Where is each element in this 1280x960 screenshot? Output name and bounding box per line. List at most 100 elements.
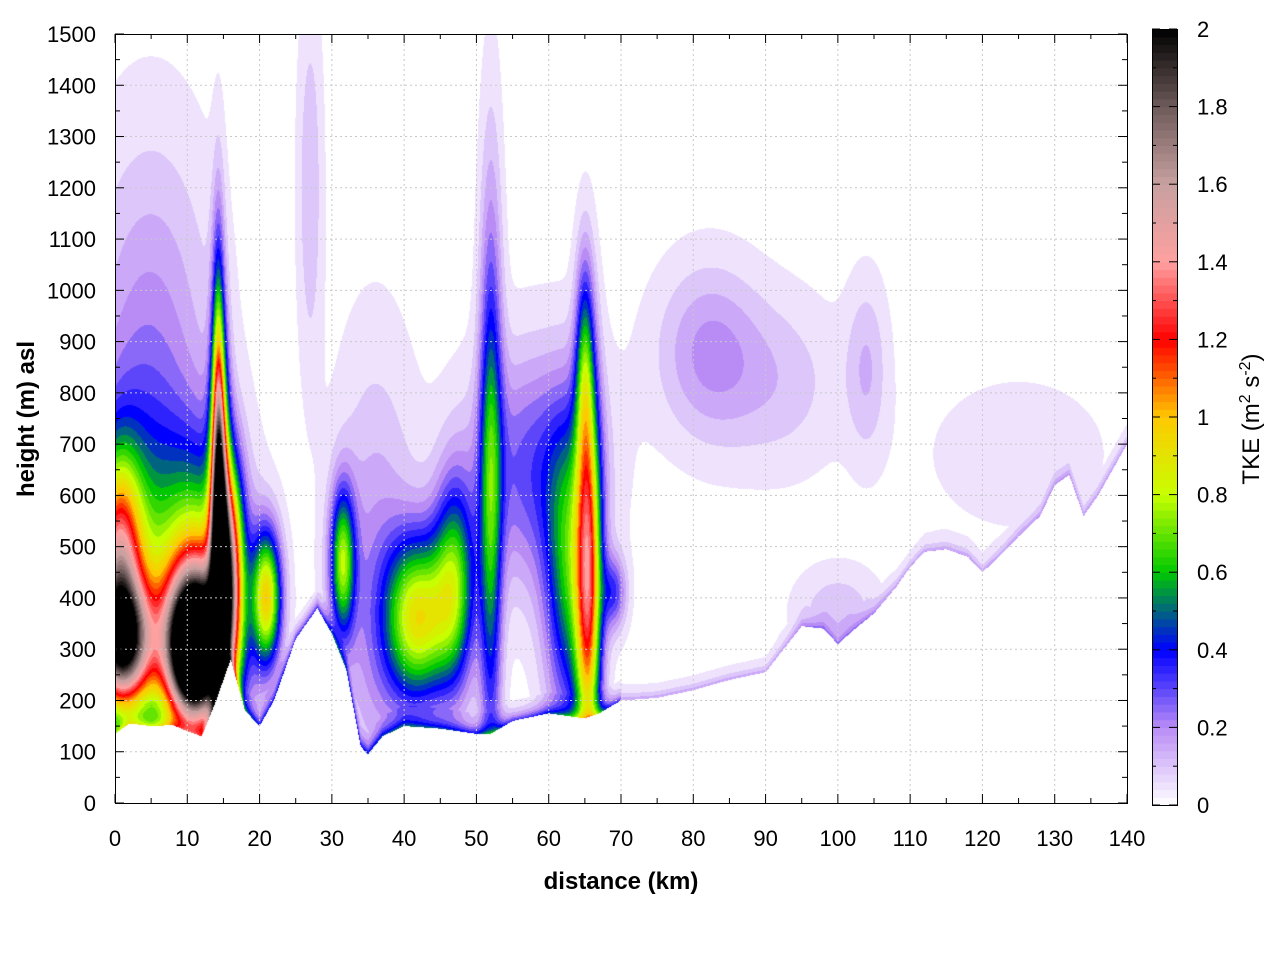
colorbar-band — [1152, 688, 1177, 697]
y-tick-label: 700 — [59, 432, 96, 457]
y-tick-label: 1000 — [47, 278, 96, 303]
colorbar-band — [1152, 471, 1177, 480]
colorbar-band — [1152, 354, 1177, 364]
colorbar-band — [1152, 184, 1177, 193]
colorbar-band — [1152, 191, 1177, 201]
colorbar-band — [1152, 742, 1177, 752]
colorbar-tick-label: 1.8 — [1197, 95, 1228, 120]
colorbar-band — [1152, 137, 1177, 146]
x-tick-label: 110 — [893, 826, 928, 851]
colorbar-band — [1152, 510, 1177, 519]
y-tick-label: 1300 — [47, 125, 96, 150]
colorbar-tick-label: 0.2 — [1197, 715, 1228, 740]
y-tick-label: 600 — [59, 483, 96, 508]
y-tick-label: 400 — [59, 586, 96, 611]
colorbar-band — [1152, 153, 1177, 162]
y-tick-label: 1500 — [47, 22, 96, 47]
colorbar-band — [1152, 642, 1177, 651]
colorbar-band — [1152, 750, 1177, 760]
colorbar-band — [1152, 347, 1177, 356]
x-tick-label: 20 — [247, 826, 271, 851]
colorbar-band — [1152, 455, 1177, 465]
colorbar-band — [1152, 362, 1177, 372]
colorbar-band — [1152, 323, 1177, 333]
colorbar-tick-labels: 0 0.2 0.4 0.6 0.8 1 1.2 1.4 1.6 1.8 2 — [1197, 17, 1228, 818]
colorbar-band — [1152, 773, 1177, 783]
colorbar-band — [1152, 385, 1177, 395]
colorbar-band — [1152, 556, 1177, 566]
colorbar-band — [1152, 401, 1177, 410]
colorbar-band — [1152, 704, 1177, 713]
colorbar-band — [1152, 603, 1177, 612]
x-axis-title: distance (km) — [544, 868, 699, 895]
colorbar-band — [1152, 797, 1177, 806]
colorbar-band — [1152, 316, 1177, 325]
colorbar-tick-label: 1.2 — [1197, 327, 1228, 352]
colorbar-band — [1152, 269, 1177, 278]
x-tick-label: 40 — [392, 826, 416, 851]
colorbar-band — [1152, 781, 1177, 791]
colorbar-band — [1152, 277, 1177, 286]
colorbar-band — [1152, 789, 1177, 798]
x-tick-label: 70 — [609, 826, 633, 851]
colorbar-band — [1152, 223, 1177, 232]
colorbar-band — [1152, 176, 1177, 185]
colorbar-tick-label: 0.8 — [1197, 483, 1228, 508]
colorbar-band — [1152, 665, 1177, 674]
colorbar-band — [1152, 168, 1177, 178]
colorbar-band — [1152, 541, 1177, 550]
colorbar-band — [1152, 409, 1177, 418]
colorbar-band — [1152, 696, 1177, 705]
colorbar-band — [1152, 145, 1177, 154]
y-tick-label: 1200 — [47, 176, 96, 201]
colorbar-band — [1152, 727, 1177, 736]
y-tick-label: 500 — [59, 535, 96, 560]
colorbar-band — [1152, 106, 1177, 115]
colorbar-band — [1152, 60, 1177, 69]
colorbar-band — [1152, 199, 1177, 209]
grid-lines — [115, 34, 1127, 803]
colorbar-band — [1152, 91, 1177, 100]
colorbar-band — [1152, 246, 1177, 255]
colorbar-band — [1152, 129, 1177, 139]
y-axis-title: height (m) asl — [13, 341, 40, 497]
colorbar-band — [1152, 618, 1177, 628]
y-tick-label: 1400 — [47, 73, 96, 98]
colorbar-band — [1152, 207, 1177, 216]
colorbar-band — [1152, 657, 1177, 666]
y-tick-labels: 0 100 200 300 400 500 600 700 800 900 1000 1100 1200… — [47, 22, 96, 816]
x-tick-label: 120 — [964, 826, 1001, 851]
y-tick-label: 100 — [59, 740, 96, 765]
colorbar-band — [1152, 432, 1177, 441]
colorbar-band — [1152, 673, 1177, 682]
colorbar-band — [1152, 548, 1177, 558]
colorbar-band — [1152, 261, 1177, 271]
y-tick-label: 200 — [59, 688, 96, 713]
x-tick-label: 100 — [819, 826, 856, 851]
y-tick-label: 300 — [59, 637, 96, 662]
colorbar-band — [1152, 517, 1177, 527]
x-tick-label: 140 — [1109, 826, 1146, 851]
colorbar-tick-label: 0.4 — [1197, 638, 1228, 663]
colorbar-band — [1152, 98, 1177, 108]
colorbar-band — [1152, 67, 1177, 77]
colorbar-band — [1152, 680, 1177, 690]
colorbar-band — [1152, 300, 1177, 309]
colorbar-band — [1152, 52, 1177, 61]
colorbar-band — [1152, 308, 1177, 317]
colorbar-band — [1152, 44, 1177, 53]
colorbar-tick-label: 2 — [1197, 17, 1209, 42]
colorbar-band — [1152, 75, 1177, 84]
colorbar-tick-label: 0.6 — [1197, 560, 1228, 585]
x-tick-label: 0 — [109, 826, 121, 851]
x-tick-label: 10 — [175, 826, 199, 851]
colorbar-band — [1152, 393, 1177, 403]
colorbar-band — [1152, 626, 1177, 635]
colorbar-band — [1152, 711, 1177, 721]
colorbar-band — [1152, 292, 1177, 302]
colorbar-band — [1152, 339, 1177, 348]
colorbar-band — [1152, 440, 1177, 449]
colorbar-band — [1152, 486, 1177, 496]
colorbar-band — [1152, 29, 1177, 38]
